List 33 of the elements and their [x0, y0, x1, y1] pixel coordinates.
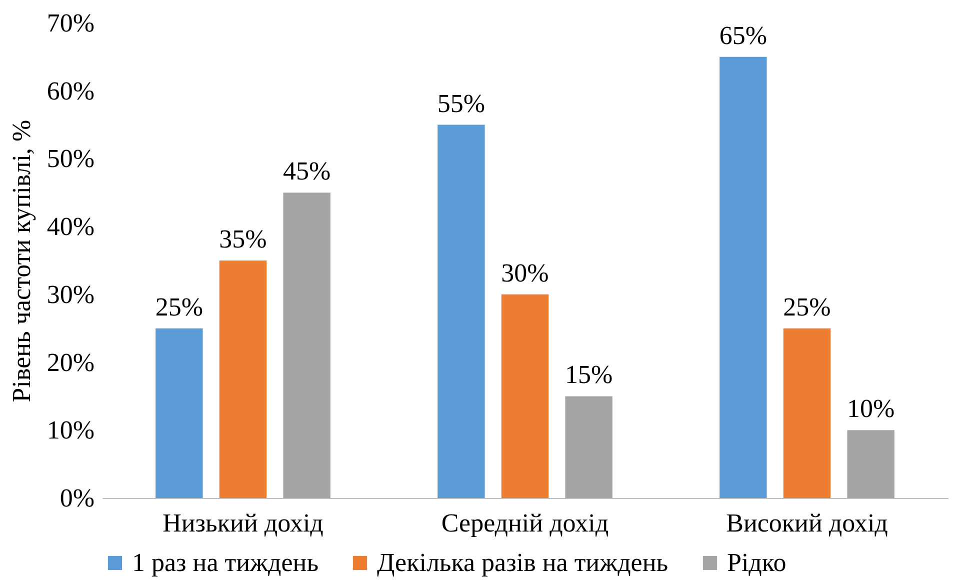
- bar: [783, 328, 831, 498]
- data-label: 55%: [437, 88, 486, 118]
- y-tick-label: 0%: [60, 484, 94, 512]
- data-label: 25%: [155, 292, 204, 322]
- y-tick-label: 10%: [46, 416, 94, 445]
- data-label: 15%: [564, 360, 613, 390]
- x-tick-label: Середній дохід: [441, 508, 609, 538]
- bar: [720, 56, 767, 498]
- bar: [283, 192, 330, 498]
- y-tick-label: 40%: [46, 212, 94, 242]
- y-axis-title: Рівень частоти купівлі, %: [6, 120, 36, 402]
- bar: [156, 328, 203, 498]
- y-tick-label: 20%: [46, 348, 94, 377]
- legend-label: 1 раз на тиждень: [132, 548, 319, 577]
- data-label: 10%: [846, 394, 895, 424]
- data-label: 35%: [219, 224, 267, 254]
- data-label: 45%: [282, 156, 331, 186]
- x-tick-label: Низький дохід: [162, 508, 324, 538]
- bar: [219, 260, 267, 498]
- y-tick-label: 70%: [46, 8, 94, 38]
- y-tick-label: 30%: [46, 280, 94, 309]
- legend-label: Рідко: [727, 548, 786, 577]
- legend-label: Декілька разів на тиждень: [377, 548, 668, 577]
- bar: [847, 430, 894, 498]
- bar: [438, 124, 485, 498]
- data-label: 25%: [783, 292, 831, 322]
- data-label: 65%: [719, 20, 768, 50]
- y-tick-label: 60%: [46, 76, 94, 106]
- data-label: 30%: [501, 258, 549, 288]
- y-tick-label: 50%: [46, 144, 94, 174]
- bar: [501, 294, 549, 498]
- bar: [565, 396, 612, 498]
- x-tick-label: Високий дохід: [726, 508, 888, 538]
